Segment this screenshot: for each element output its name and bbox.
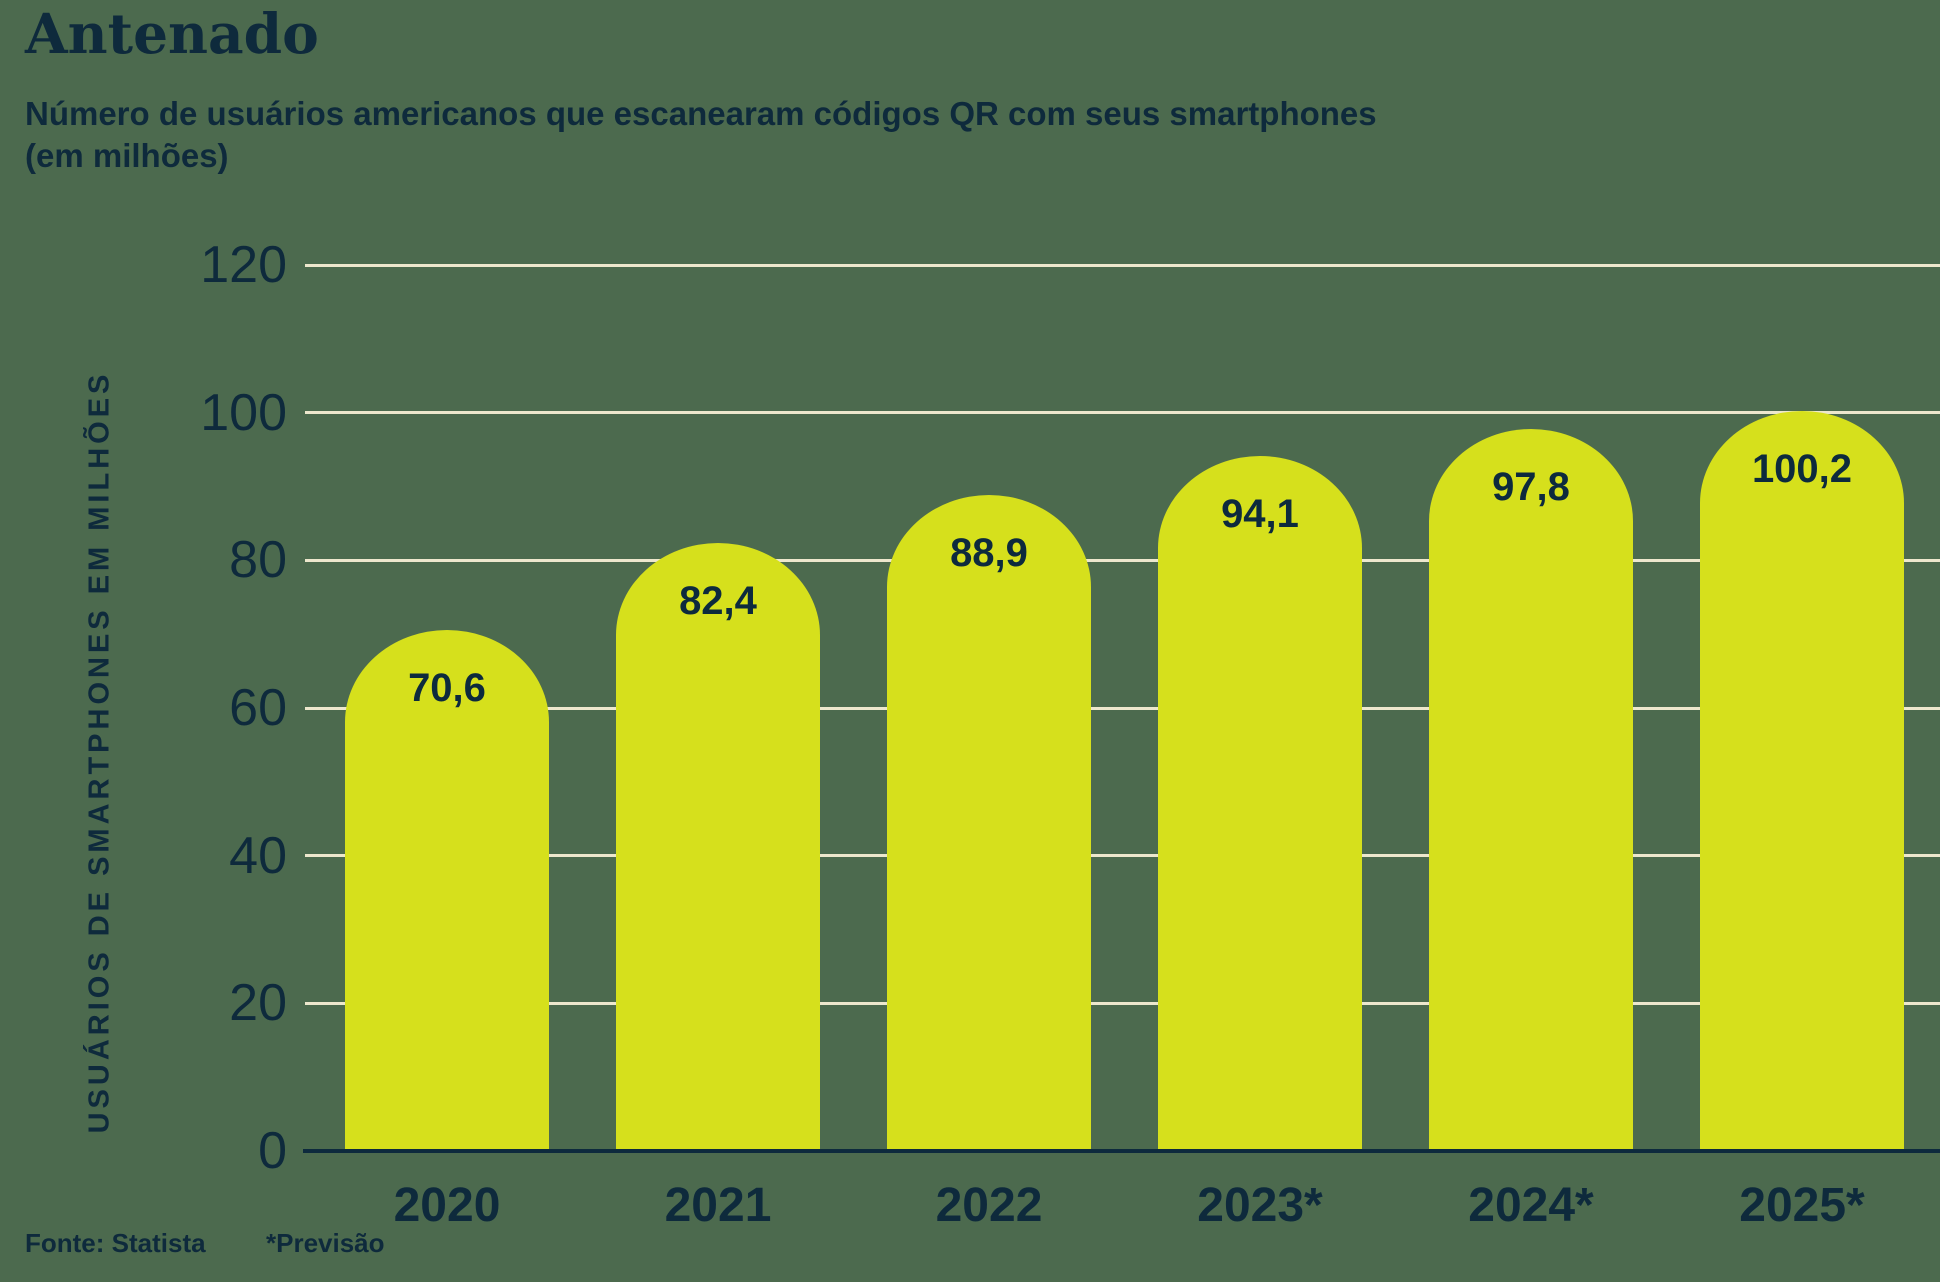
- y-tick-label-40: 40: [229, 826, 287, 885]
- y-tick-label-20: 20: [229, 974, 287, 1033]
- bar-2022: [887, 494, 1091, 1151]
- y-tick-label-0: 0: [258, 1122, 287, 1180]
- y-tick-label-120: 120: [200, 236, 287, 294]
- gridline-20: [305, 1001, 1940, 1005]
- y-tick-label-100: 100: [200, 383, 287, 442]
- forecast-note: *Previsão: [266, 1228, 385, 1258]
- bar-2024*: [1429, 428, 1633, 1151]
- bar-value-label-2022: 88,9: [950, 530, 1028, 575]
- bar-value-label-2025*: 100,2: [1751, 447, 1853, 492]
- gridline-80: [305, 558, 1940, 562]
- bar-value-label-2020: 70,6: [408, 665, 486, 710]
- y-tick-label-60: 60: [229, 679, 287, 737]
- gridline-40: [305, 854, 1940, 858]
- bar-value-label-2021: 82,4: [679, 578, 757, 623]
- gridline-60: [305, 706, 1940, 710]
- x-tick-label-2023*: 2023*: [1197, 1179, 1323, 1232]
- x-tick-label-2024*: 2024*: [1468, 1179, 1594, 1232]
- x-axis-line: [303, 1149, 1940, 1153]
- x-tick-label-2021: 2021: [664, 1179, 772, 1232]
- y-axis-label: USUÁRIOS DE SMARTPHONES EM MILHÕES: [83, 370, 116, 1134]
- x-tick-label-2020: 2020: [393, 1179, 501, 1232]
- bar-2025*: [1700, 411, 1904, 1151]
- gridline-120: [305, 263, 1940, 267]
- chart-title: Antenado: [25, 1, 319, 66]
- bar-value-label-2024*: 97,8: [1492, 464, 1570, 509]
- x-tick-label-2022: 2022: [935, 1179, 1043, 1232]
- y-tick-label-80: 80: [229, 531, 287, 590]
- bar-2020: [345, 629, 549, 1151]
- bar-2023*: [1158, 456, 1362, 1151]
- bar-value-label-2023*: 94,1: [1221, 492, 1299, 537]
- source-note: Fonte: Statista: [25, 1228, 206, 1258]
- gridline-100: [305, 411, 1940, 415]
- chart-subtitle: Número de usuários americanos que escane…: [25, 95, 1377, 175]
- bar-2021: [616, 542, 820, 1151]
- x-tick-label-2025*: 2025*: [1739, 1179, 1865, 1232]
